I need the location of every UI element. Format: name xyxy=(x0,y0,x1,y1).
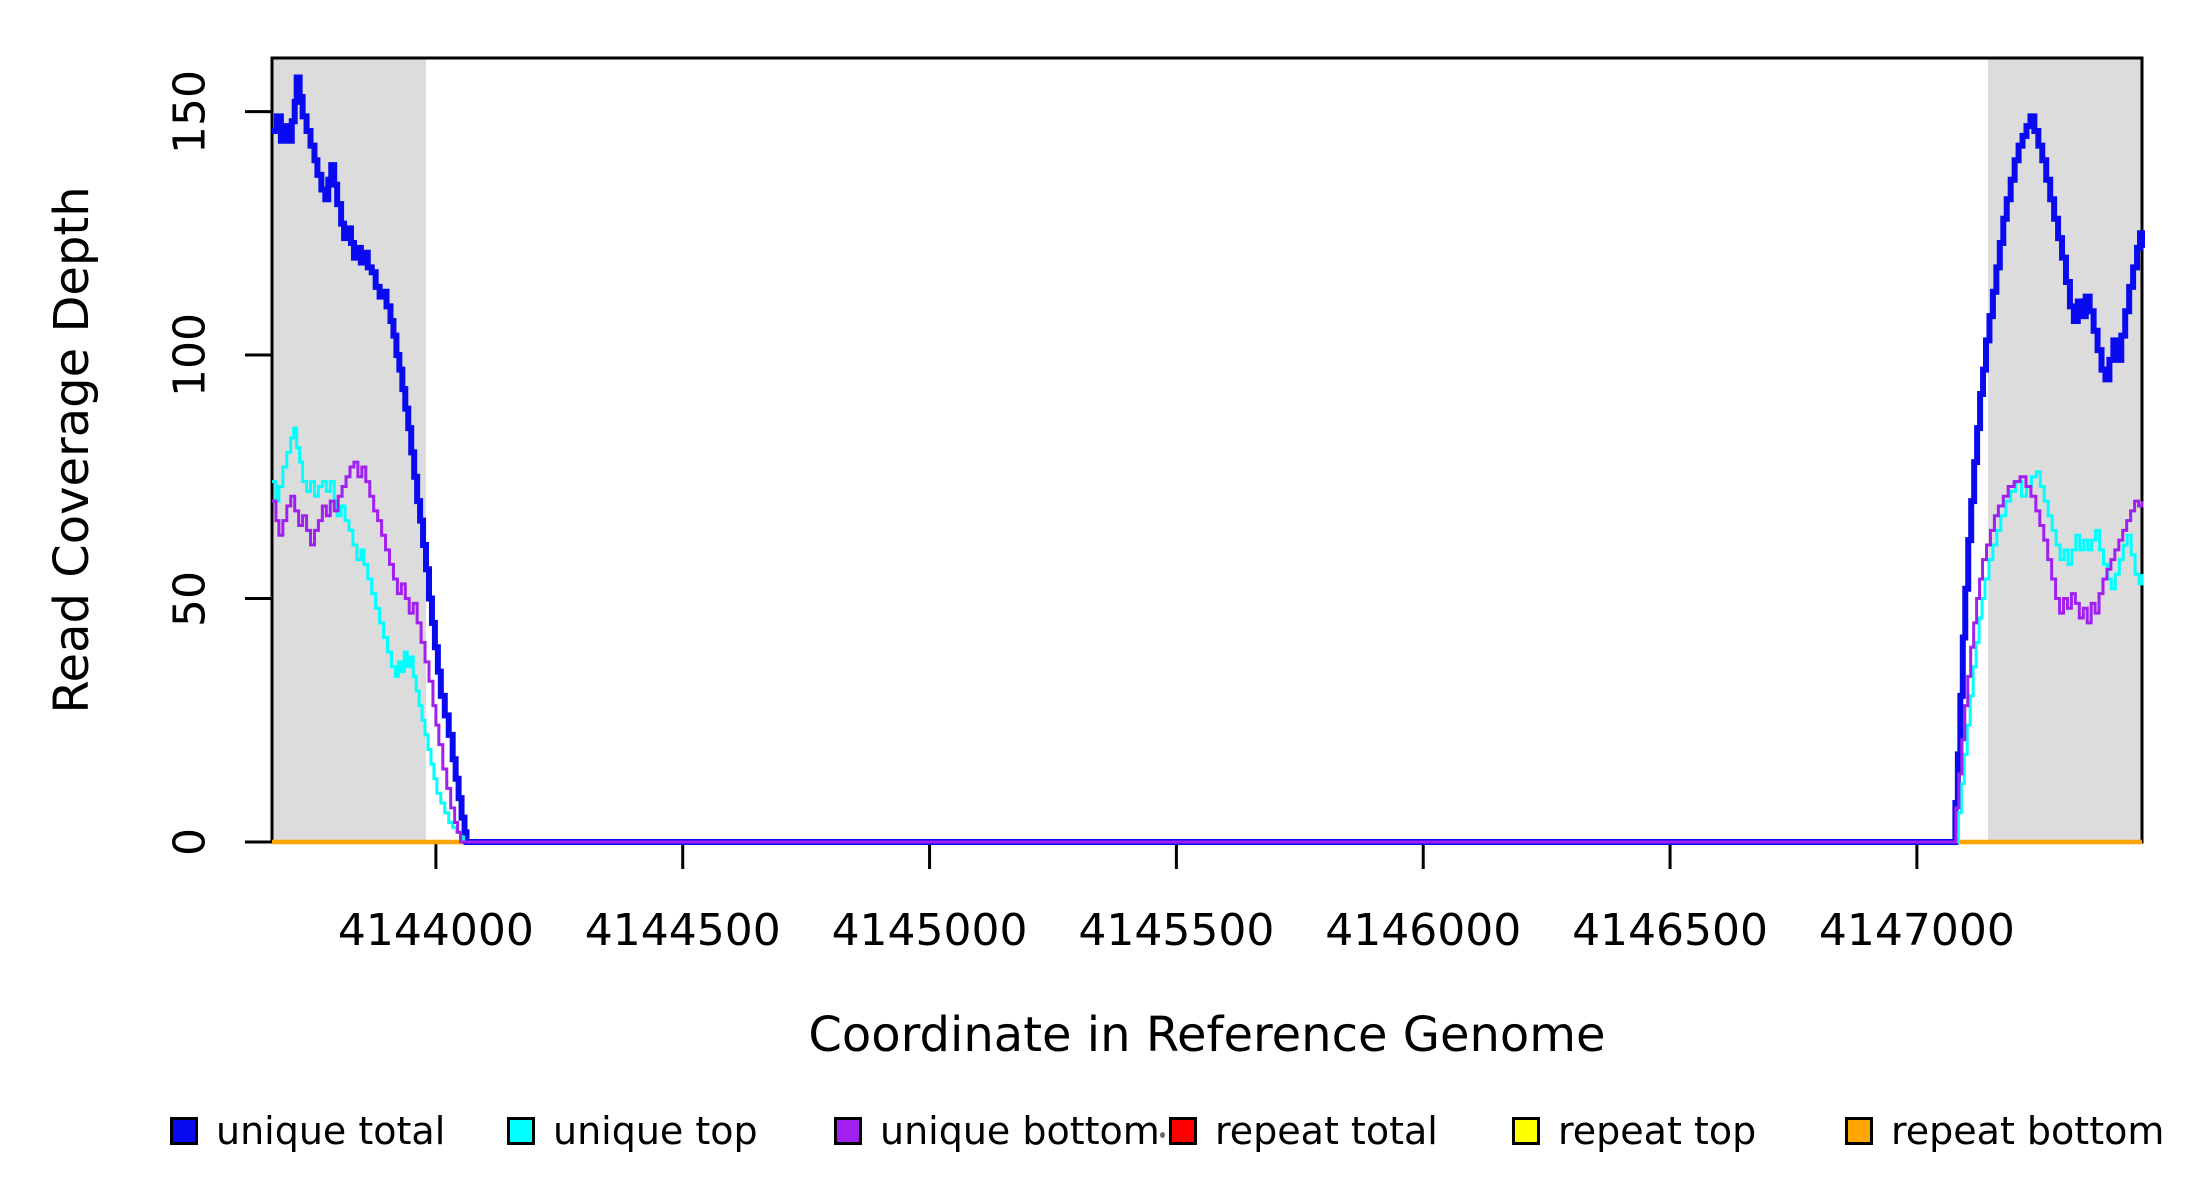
shaded-region-band xyxy=(1987,58,2142,842)
legend-label: repeat top xyxy=(1558,1109,1757,1153)
legend-item-unique-total: unique total xyxy=(170,1112,445,1150)
legend-item-unique-bottom: unique bottom xyxy=(834,1112,1160,1150)
legend-item-repeat-top: repeat top xyxy=(1512,1112,1756,1150)
y-tick-label: 100 xyxy=(164,313,216,398)
legend-item-unique-top: unique top xyxy=(507,1112,758,1150)
series-line-unique-bottom xyxy=(272,460,2144,844)
x-tick-label: 4147000 xyxy=(1818,905,2015,956)
shaded-region-band xyxy=(272,58,427,842)
x-tick-label: 4145500 xyxy=(1078,905,1275,956)
legend-swatch-icon xyxy=(1169,1117,1197,1145)
y-tick-label: 50 xyxy=(164,570,216,627)
legend-label: unique top xyxy=(553,1109,758,1153)
legend-label: unique bottom xyxy=(880,1109,1160,1153)
speck-artifact xyxy=(1160,1132,1165,1138)
x-tick-label: 4145000 xyxy=(831,905,1028,956)
legend-swatch-icon xyxy=(507,1117,535,1145)
legend-item-repeat-total: repeat total xyxy=(1169,1112,1438,1150)
series-line-unique-top xyxy=(272,426,2144,844)
y-axis-title: Read Coverage Depth xyxy=(44,186,100,714)
legend-label: repeat total xyxy=(1215,1109,1438,1153)
legend-swatch-icon xyxy=(834,1117,862,1145)
x-tick-label: 4144000 xyxy=(337,905,534,956)
legend-swatch-icon xyxy=(170,1117,198,1145)
legend-swatch-icon xyxy=(1512,1117,1540,1145)
legend-label: unique total xyxy=(216,1109,446,1153)
x-tick-label: 4146000 xyxy=(1325,905,1522,956)
plot-border xyxy=(270,56,2144,844)
x-axis-title: Coordinate in Reference Genome xyxy=(808,1007,1606,1063)
y-tick-label: 150 xyxy=(164,69,216,154)
x-tick-label: 4144500 xyxy=(584,905,781,956)
x-tick-label: 4146500 xyxy=(1572,905,1769,956)
series-line-unique-total xyxy=(272,74,2145,845)
legend-item-repeat-bottom: repeat bottom xyxy=(1845,1112,2164,1150)
y-tick-label: 0 xyxy=(164,828,216,856)
legend-label: repeat bottom xyxy=(1891,1109,2165,1153)
legend-swatch-icon xyxy=(1845,1117,1873,1145)
